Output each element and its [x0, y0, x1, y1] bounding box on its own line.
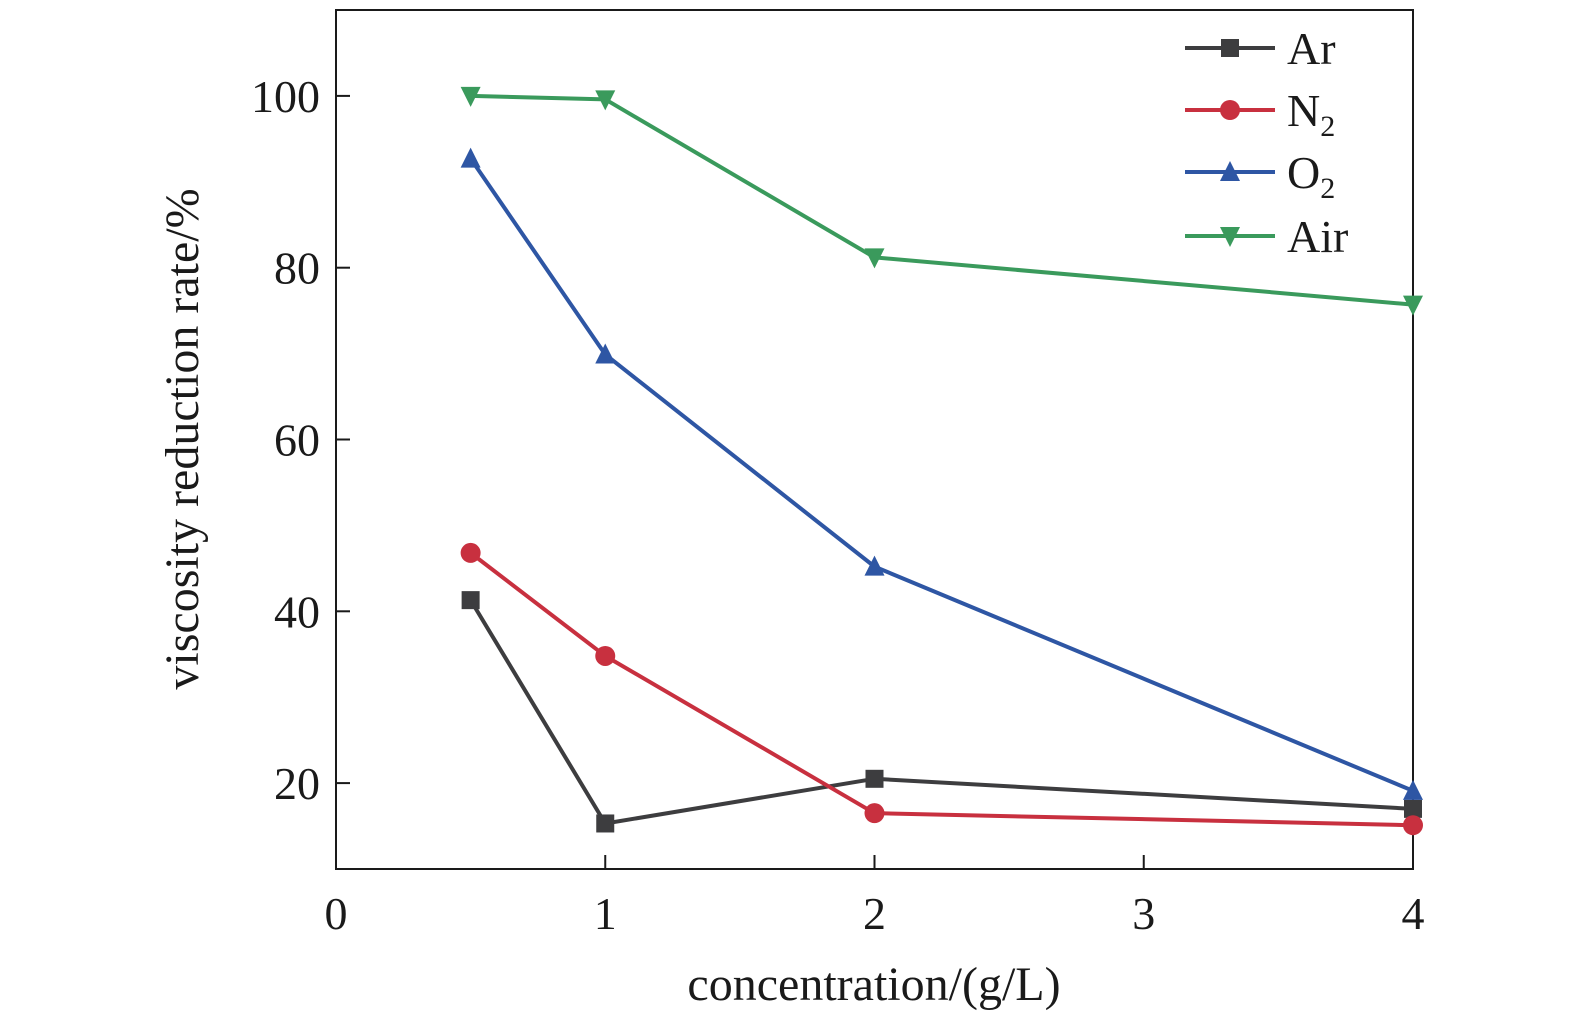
legend-marker-ar	[1221, 39, 1239, 57]
y-axis-ticks: 20 40 60 80 100	[251, 71, 350, 809]
y-tick-label: 60	[274, 415, 320, 466]
y-tick-label: 20	[274, 758, 320, 809]
series-line-ar	[468, 599, 1414, 826]
legend-item-o2: O2	[1185, 147, 1335, 205]
data-point-n2	[460, 542, 481, 563]
x-tick-label: 4	[1402, 888, 1425, 939]
legend-item-air: Air	[1185, 211, 1348, 262]
data-point-o2	[595, 343, 616, 364]
x-tick-label: 0	[325, 888, 348, 939]
legend-label-o2: O2	[1287, 147, 1335, 205]
data-point-n2	[595, 645, 616, 666]
series-ar	[461, 591, 1422, 833]
data-point-o2	[1403, 779, 1423, 800]
legend-marker-air	[1220, 227, 1240, 247]
legend-marker-o2	[1220, 161, 1240, 181]
data-point-air	[864, 248, 885, 269]
data-point-ar	[461, 591, 480, 610]
data-point-o2	[864, 555, 885, 576]
y-axis-title: viscosity reduction rate/%	[156, 188, 209, 689]
y-tick-label: 40	[274, 586, 320, 637]
data-point-n2	[864, 803, 885, 824]
data-point-air	[460, 86, 481, 107]
legend-marker-n2	[1220, 100, 1240, 120]
data-point-ar	[1404, 799, 1422, 818]
series-line-o2	[468, 157, 1414, 793]
y-tick-label: 100	[251, 71, 320, 122]
series-line-n2	[469, 551, 1414, 828]
x-tick-label: 3	[1132, 888, 1155, 939]
data-point-air	[595, 90, 616, 111]
data-point-o2	[460, 147, 481, 168]
x-tick-label: 1	[594, 888, 617, 939]
legend-label-n2: N2	[1287, 85, 1335, 143]
legend-item-ar: Ar	[1185, 23, 1336, 74]
series-line-air	[470, 93, 1414, 307]
data-point-n2	[1403, 815, 1423, 836]
legend-label-ar: Ar	[1287, 23, 1336, 74]
legend-item-n2: N2	[1185, 85, 1335, 143]
series-n2	[460, 542, 1423, 836]
data-point-air	[1403, 295, 1423, 316]
legend-label-air: Air	[1287, 211, 1348, 262]
x-tick-label: 2	[863, 888, 886, 939]
series-o2	[460, 147, 1423, 800]
x-axis-title: concentration/(g/L)	[687, 958, 1060, 1011]
data-point-ar	[596, 814, 615, 833]
plot-frame	[335, 9, 1414, 870]
series-layer	[460, 86, 1423, 836]
series-air	[460, 86, 1423, 316]
y-tick-label: 80	[274, 243, 320, 294]
data-point-ar	[865, 769, 884, 788]
x-axis-ticks: 0 1 2 3 4	[325, 855, 1425, 939]
